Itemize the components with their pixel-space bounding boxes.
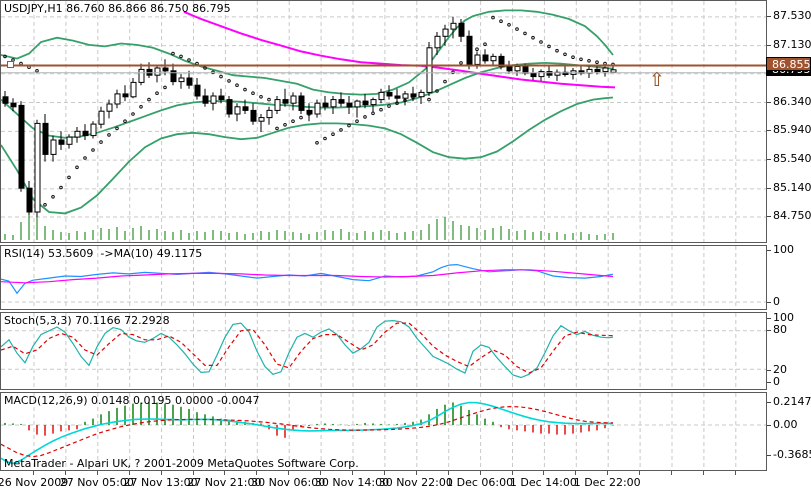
price-tick-label: 0.00: [773, 418, 798, 431]
price-tick-label: 0: [773, 295, 780, 308]
price-tick-label: 85.940: [773, 123, 811, 136]
price-tick: [767, 302, 771, 303]
time-tick: [607, 471, 609, 475]
price-tick: [767, 102, 771, 103]
time-tick: [479, 471, 481, 475]
hline-price-box: 86.855: [766, 57, 811, 71]
time-axis[interactable]: 26 Nov 2009 27 Nov 05:00 27 Nov 13:00 27 No…: [0, 471, 767, 493]
stochastic-panel: Stoch(5,3,3) 70.1166 72.2928: [0, 312, 767, 390]
time-tick: [543, 471, 545, 475]
price-tick-label: 87.130: [773, 38, 811, 51]
rsi-panel: RSI(14) 53.5609 ->MA(10) 49.1175: [0, 245, 767, 310]
time-tick: [288, 471, 290, 475]
time-label: 26 Nov 2009: [0, 476, 69, 489]
time-tick: [447, 471, 449, 475]
price-tick-label: 87.530: [773, 9, 811, 22]
time-tick: [671, 471, 672, 475]
price-tick: [767, 188, 771, 189]
time-tick: [160, 471, 162, 475]
time-label: 1 Dec 06:00: [446, 476, 514, 489]
time-tick: [639, 471, 641, 475]
price-tick: [767, 330, 771, 331]
price-tick-label: 20: [773, 363, 787, 376]
time-tick: [383, 471, 385, 475]
price-axis[interactable]: 86.795 86.855 87.53087.13086.34085.94085…: [766, 0, 811, 493]
time-label: 27 Nov 21:00: [187, 476, 262, 489]
main-chart-panel: USDJPY,H1 86.760 86.866 86.750 86.795 ⇧: [0, 0, 767, 243]
time-tick: [128, 471, 130, 475]
time-label: 30 Nov 06:00: [251, 476, 326, 489]
stochastic-canvas[interactable]: [1, 313, 766, 389]
time-tick: [415, 471, 417, 475]
time-tick: [320, 471, 322, 475]
price-tick-label: 100: [773, 311, 794, 324]
price-tick: [767, 318, 771, 319]
rsi-label: RSI(14) 53.5609 ->MA(10) 49.1175: [4, 247, 203, 260]
time-tick: [96, 471, 98, 475]
price-tick-label: 0: [773, 375, 780, 388]
macd-canvas[interactable]: [1, 393, 766, 470]
rsi-canvas[interactable]: [1, 246, 766, 309]
time-label: 27 Nov 13:00: [123, 476, 198, 489]
price-tick-label: 86.340: [773, 95, 811, 108]
time-tick: [33, 471, 34, 475]
price-tick-label: 85.540: [773, 152, 811, 165]
macd-panel: MetaTrader - Alpari UK, ? 2001-2009 Meta…: [0, 392, 767, 471]
time-tick: [734, 471, 736, 475]
time-label: 27 Nov 05:00: [59, 476, 134, 489]
price-tick-label: 80: [773, 323, 787, 336]
time-tick: [224, 471, 226, 475]
price-tick-label: -0.3685: [773, 448, 811, 461]
price-tick-label: 0.2147: [773, 395, 811, 408]
time-tick: [575, 471, 577, 475]
time-label: 1 Dec 22:00: [573, 476, 641, 489]
macd-label: MACD(12,26,9) 0.0148 0.0195 0.0000 -0.00…: [4, 394, 260, 407]
chart-title: USDJPY,H1 86.760 86.866 86.750 86.795: [4, 2, 231, 15]
price-tick: [767, 16, 771, 17]
hline-handle[interactable]: [7, 61, 14, 68]
price-tick-label: 84.750: [773, 209, 811, 222]
time-tick: [192, 471, 194, 475]
price-tick: [767, 370, 771, 371]
price-tick: [767, 45, 771, 46]
up-arrow-icon[interactable]: ⇧: [649, 69, 665, 91]
price-tick: [767, 250, 771, 251]
price-tick: [767, 216, 771, 217]
price-tick: [767, 130, 771, 131]
price-tick: [767, 455, 771, 456]
price-tick: [767, 425, 771, 426]
price-tick: [767, 382, 771, 383]
price-tick-label: 85.140: [773, 181, 811, 194]
time-label: 30 Nov 14:00: [314, 476, 390, 489]
time-label: 1 Dec 14:00: [509, 476, 577, 489]
time-tick: [64, 471, 66, 475]
main-chart-canvas[interactable]: [1, 1, 766, 242]
time-label: 30 Nov 22:00: [378, 476, 453, 489]
stochastic-label: Stoch(5,3,3) 70.1166 72.2928: [4, 314, 170, 327]
time-tick: [256, 471, 258, 475]
copyright-status-text: MetaTrader - Alpari UK, ? 2001-2009 Meta…: [4, 457, 359, 470]
price-tick: [767, 402, 771, 403]
time-tick: [352, 471, 353, 475]
price-tick: [767, 159, 771, 160]
time-tick: [511, 471, 513, 475]
time-tick: [702, 471, 704, 475]
price-tick-label: 100: [773, 243, 794, 256]
